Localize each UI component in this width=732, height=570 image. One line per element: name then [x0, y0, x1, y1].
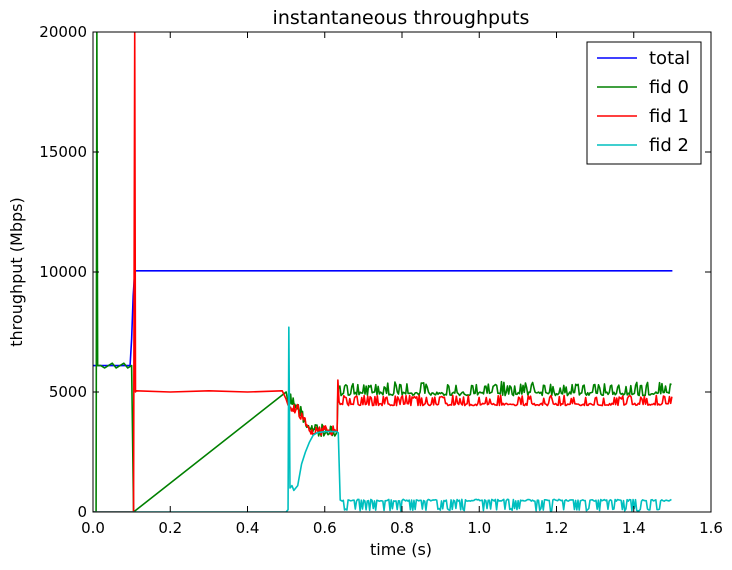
series-line-fid-2: [93, 326, 672, 512]
x-tick-label: 1.2: [545, 519, 569, 537]
axes: 0.0 0.2 0.4 0.6 0.8 1.0 1.2 1.4 1.6 0 5000 10000 150…: [39, 23, 723, 537]
legend-label: fid 0: [649, 77, 689, 98]
x-tick-label: 0.0: [81, 519, 105, 537]
x-tick-label: 1.0: [467, 519, 491, 537]
y-tick-label: 5000: [49, 383, 87, 401]
y-tick-label: 0: [77, 503, 87, 521]
y-axis-label: throughput (Mbps): [7, 197, 26, 346]
y-tick-label: 15000: [39, 143, 87, 161]
chart-title: instantaneous throughputs: [273, 7, 530, 29]
legend-label: fid 1: [649, 106, 689, 127]
x-tick-label: 0.6: [313, 519, 337, 537]
y-tick-label: 10000: [39, 263, 87, 281]
x-axis-label: time (s): [370, 540, 432, 559]
series-lines: [93, 32, 673, 512]
legend-label: total: [649, 48, 690, 69]
x-tick-label: 1.4: [622, 519, 646, 537]
x-tick-label: 0.4: [236, 519, 260, 537]
x-tick-label: 0.2: [158, 519, 182, 537]
legend-label: fid 2: [649, 135, 689, 156]
legend-box: [586, 41, 702, 165]
series-line-fid-0: [93, 32, 672, 512]
y-tick-label: 20000: [39, 23, 87, 41]
legend: total fid 0 fid 1 fid 2: [586, 41, 702, 165]
x-tick-label: 0.8: [390, 519, 414, 537]
series-line-fid-1: [93, 32, 673, 512]
x-tick-label: 1.6: [699, 519, 723, 537]
